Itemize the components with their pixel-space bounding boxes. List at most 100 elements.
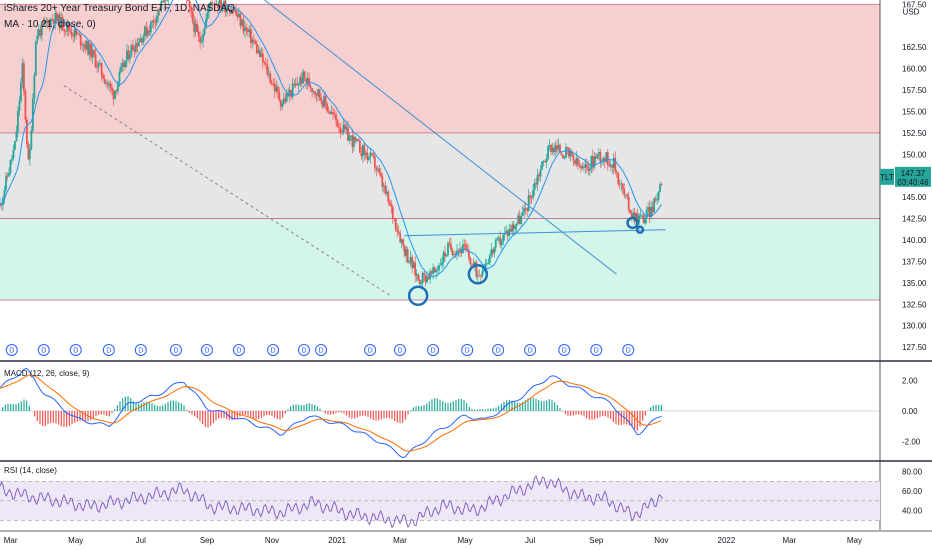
dividend-marker [427,344,440,356]
candle-body [39,29,42,36]
candle-body [199,36,202,43]
candle-body [344,124,346,130]
candle-body [17,111,19,132]
candle-body [403,245,406,256]
candle-body [533,183,536,191]
price-tick-label: 135.00 [902,279,927,288]
macd-hist-bar [180,403,182,411]
candle-body [96,66,98,68]
candle-body [387,191,390,202]
candle-body [427,276,430,280]
macd-hist-bar [228,411,230,420]
time-tick-label: Mar [393,536,407,545]
macd-hist-bar [319,408,321,411]
candle-body [70,31,73,36]
candle-body [485,263,488,265]
macd-tick-label: -2.00 [902,438,921,447]
macd-hist-bar [455,399,457,411]
candle-body [441,262,443,265]
candle-body [294,83,297,86]
candle-body [197,31,200,37]
macd-hist-bar [124,396,126,411]
candle-body [315,94,318,96]
candle-body [591,156,594,168]
candle-body [266,64,269,75]
macd-hist-bar [634,411,636,430]
candle-body [488,255,491,263]
candle-body [463,244,466,245]
candle-body [484,263,487,270]
candle-body [45,20,48,23]
macd-hist-bar [436,398,438,411]
macd-hist-bar [399,411,401,424]
price-tick-label: 127.50 [902,343,927,352]
candle-body [520,215,523,225]
macd-hist-bar [231,411,233,421]
candle-body [241,19,243,26]
macd-hist-bar [311,404,313,411]
macd-hist-bar [490,408,492,411]
candle-body [535,183,538,185]
macd-hist-bar [4,404,6,411]
macd-hist-bar [247,411,249,416]
macd-hist-bar [156,405,158,411]
candle-body [236,13,239,18]
candle-body [333,114,336,115]
candle-body [338,126,340,129]
dividend-marker-label: D [319,348,324,355]
candle-body [426,276,428,283]
dividend-marker [134,344,147,356]
candle-body [87,41,90,55]
macd-hist-bar [426,403,428,411]
macd-hist-bar [348,411,350,418]
candle-body [40,21,43,36]
macd-hist-bar [63,411,65,428]
candle-body [548,145,551,147]
candle-body [25,119,28,145]
candle-body [117,82,119,92]
candle-body [341,132,343,134]
candle-body [545,159,548,163]
dividend-marker-label: D [626,348,631,355]
candle-body [134,43,137,52]
price-tick-label: 140.00 [902,236,927,245]
macd-hist-bar [447,403,449,411]
time-tick-label: Mar [4,536,18,545]
candle-body [303,71,306,79]
candle-body [500,241,503,245]
candle-body [635,213,638,222]
macd-hist-bar [532,397,534,411]
dividend-marker [364,344,377,356]
candle-body [541,161,543,170]
candle-body [342,124,345,134]
candle-body [358,140,361,153]
dividend-marker-label: D [465,348,470,355]
macd-hist-bar [559,408,561,411]
candle-body [9,159,12,174]
macd-hist-bar [52,411,54,423]
candle-body [320,97,322,101]
candle-body [527,195,530,211]
candle-body [273,83,276,92]
candle-body [321,100,324,107]
candle-body [285,93,288,102]
candle-body [490,249,493,256]
candle-body [11,158,13,160]
candle-body [553,147,555,153]
macd-hist-bar [111,411,113,413]
candle-body [596,154,599,159]
macd-hist-bar [471,408,473,411]
dividend-marker-label: D [41,348,46,355]
candle-body [630,213,633,217]
candle-body [369,152,372,158]
candle-body [497,237,500,239]
macd-hist-bar [162,405,164,411]
time-tick-label: Sep [589,536,604,545]
price-tag-symbol: TLT [880,173,894,182]
macd-hist-bar [292,404,294,411]
candle-body [163,0,166,3]
candle-body [420,283,423,285]
macd-hist-bar [188,411,190,413]
dividend-marker-label: D [594,348,599,355]
